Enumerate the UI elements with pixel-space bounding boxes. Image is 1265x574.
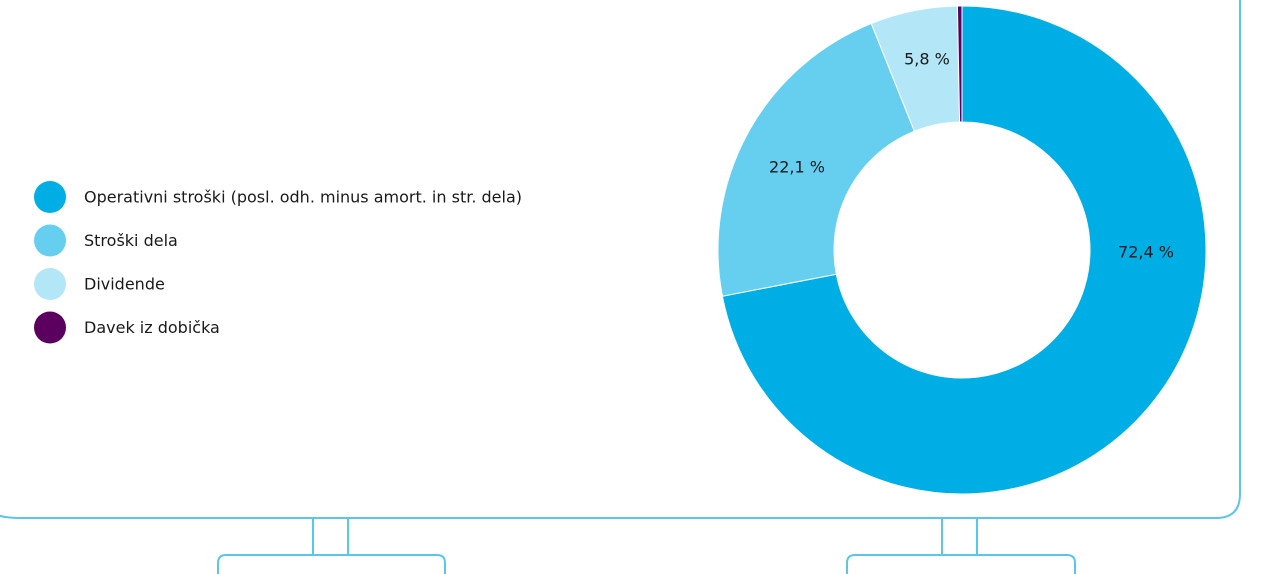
legend-label: Operativni stroški (posl. odh. minus amo… xyxy=(84,188,522,207)
donut-segment xyxy=(956,5,963,123)
data-label: 5,8 % xyxy=(904,50,950,69)
legend-swatch xyxy=(34,224,66,257)
legend-swatch xyxy=(34,311,66,344)
connectors xyxy=(217,518,1076,574)
legend-label: Dividende xyxy=(84,275,165,294)
data-label: 72,4 % xyxy=(1118,243,1174,262)
donut-segment xyxy=(721,5,1207,495)
frame xyxy=(0,0,1241,519)
data-label: 22,1 % xyxy=(769,158,825,177)
legend-label: Stroški dela xyxy=(84,231,178,250)
legend-swatch xyxy=(34,268,66,300)
legend-label: Davek iz dobička xyxy=(84,318,220,337)
legend-swatch xyxy=(34,181,66,213)
donut-segment xyxy=(717,22,916,297)
